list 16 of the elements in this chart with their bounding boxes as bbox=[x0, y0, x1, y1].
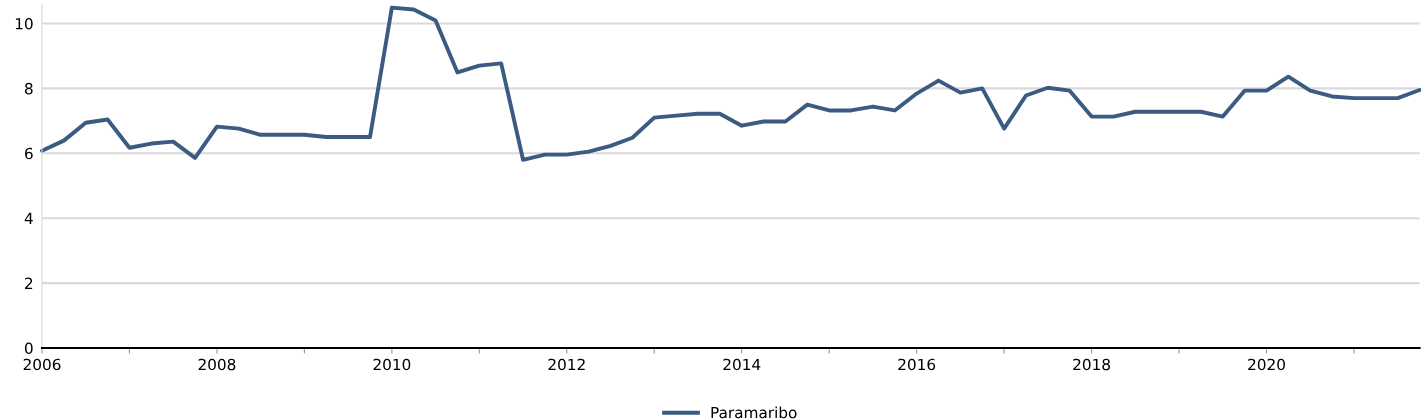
y-tick-label: 10 bbox=[15, 17, 33, 30]
y-tick-label: 8 bbox=[24, 82, 33, 95]
x-tick-label: 2010 bbox=[373, 358, 411, 371]
x-tick-label: 2006 bbox=[23, 358, 61, 371]
x-tick-label: 2016 bbox=[898, 358, 936, 371]
legend-label: Paramaribo bbox=[711, 406, 797, 419]
x-tick-label: 2012 bbox=[548, 358, 585, 371]
y-tick-label: 6 bbox=[25, 147, 33, 160]
x-tick-label: 2018 bbox=[1073, 358, 1110, 371]
x-tick-label: 2014 bbox=[723, 358, 761, 371]
line-series bbox=[40, 5, 1421, 162]
x-tick-label: 2008 bbox=[198, 358, 236, 371]
y-tick-label: 2 bbox=[25, 277, 33, 289]
y-tick-label: 4 bbox=[24, 212, 33, 224]
x-tick-label: 2020 bbox=[1248, 358, 1285, 371]
y-tick-label: 0 bbox=[24, 342, 33, 355]
